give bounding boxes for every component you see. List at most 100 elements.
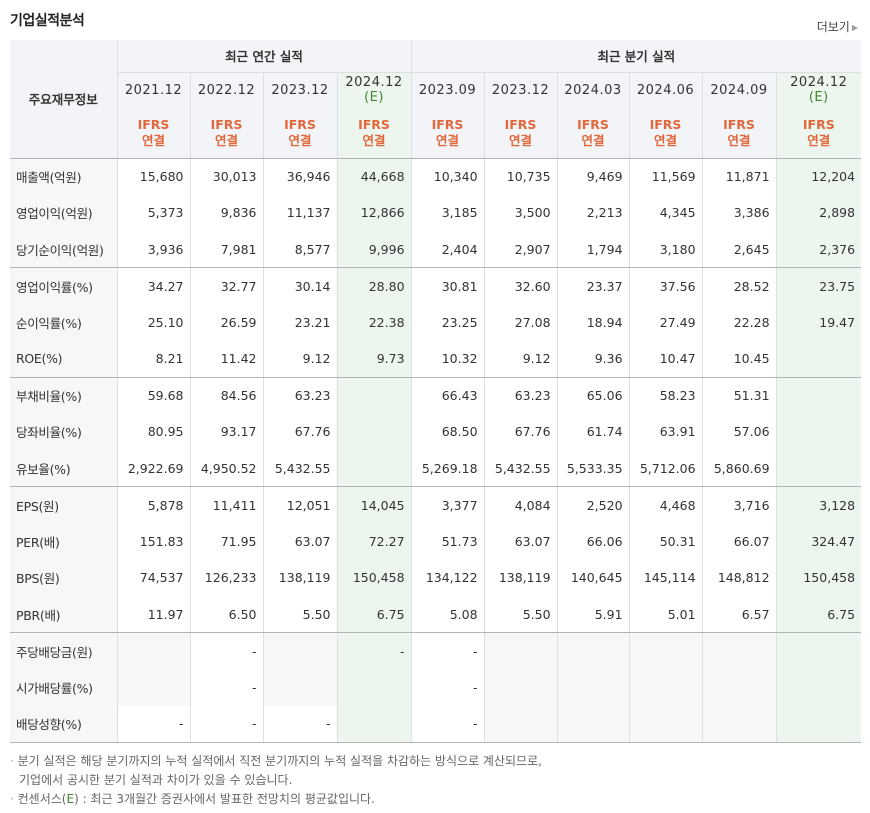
table-cell: 3,180 [628,231,703,268]
ifrs-text: IFRS [649,116,682,132]
table-cell: 61.74 [556,413,630,450]
table-cell [775,632,862,669]
table-cell: 150,458 [775,559,862,596]
table-row: 부채비율(%) 59.68 84.56 63.23 66.43 63.23 65.06 58.… [10,377,862,414]
table-cell: 36,946 [262,158,337,195]
table-row: PER(배) 151.83 71.95 63.07 72.27 51.73 63.07 66.… [10,523,862,560]
table-cell: - [116,705,190,743]
table-cell: 10.45 [701,340,777,378]
period-header: 2023.12 [262,72,337,108]
period-header: 2022.12 [189,72,263,108]
ifrs-label: IFRS 연결 [628,108,703,159]
period-date: 2024.12 [790,75,848,91]
table-header: 주요재무정보 최근 연간 실적 최근 분기 실적 2021.12 2022.12 2… [10,40,862,159]
table-cell: 23.21 [262,304,337,341]
table-cell: 5.50 [483,596,558,633]
table-cell: 11,137 [262,194,337,231]
table-cell: 4,468 [628,486,703,523]
ifrs-text: IFRS [504,116,537,132]
table-cell: 66.06 [556,523,630,560]
table-cell: 150,458 [336,559,412,596]
table-cell: 30.81 [410,267,485,304]
period-date: 2024.09 [710,82,768,98]
consolidated-text: 연결 [362,132,386,148]
consolidated-text: 연결 [581,132,605,148]
table-cell: 67.76 [262,413,337,450]
table-cell: 63.07 [262,523,337,560]
table-cell: 18.94 [556,304,630,341]
period-date: 2023.12 [491,82,550,98]
table-cell [701,669,777,706]
row-label: 배당성향(%) [10,705,117,743]
ifrs-text: IFRS [358,116,390,132]
table-cell: 5.50 [262,596,337,633]
table-row: 시가배당률(%) - - [10,669,862,706]
table-cell [628,705,703,743]
table-cell: 5,432.55 [483,450,558,487]
table-cell: 50.31 [628,523,703,560]
table-cell: 68.50 [410,413,485,450]
row-label: 부채비율(%) [10,377,117,414]
table-cell: - [189,705,263,743]
table-cell: 32.77 [189,267,263,304]
ifrs-text: IFRS [137,116,170,132]
table-cell [775,705,862,743]
period-header: 2024.12 (E) [775,72,862,108]
table-cell: 23.37 [556,267,630,304]
table-cell: 66.43 [410,377,485,414]
section-title: 기업실적분석 [10,13,85,29]
table-cell: 5.01 [628,596,703,633]
table-cell [775,340,862,378]
table-cell: - [410,669,485,706]
table-cell: 6.75 [336,596,412,633]
table-cell: 9,996 [336,231,412,268]
consolidated-text: 연결 [509,132,533,148]
consolidated-text: 연결 [807,132,831,148]
table-cell: 151.83 [116,523,190,560]
ifrs-label: IFRS 연결 [336,108,412,159]
table-cell [628,669,703,706]
table-cell: 72.27 [336,523,412,560]
table-cell: 324.47 [775,523,862,560]
table-cell [262,632,337,669]
table-row: 당기순이익(억원) 3,936 7,981 8,577 9,996 2,404 2,907 1… [10,231,862,268]
table-cell [483,705,558,743]
table-cell: 19.47 [775,304,862,341]
footnote-2: · 컨센서스(E) : 최근 3개월간 증권사에서 발표한 전망치의 평균값입니… [10,790,542,809]
more-link[interactable]: 더보기 ▶ [817,18,858,35]
table-cell: 148,812 [701,559,777,596]
table-cell: 5.08 [410,596,485,633]
table-cell [336,450,412,487]
table-cell: 34.27 [116,267,190,304]
table-cell: 65.06 [556,377,630,414]
table-cell: 9,469 [556,158,630,195]
table-cell: 57.06 [701,413,777,450]
table-cell: 3,500 [483,194,558,231]
bullet-icon: · [10,754,18,768]
row-header-title: 주요재무정보 [10,40,117,159]
table-cell: 71.95 [189,523,263,560]
row-label: PER(배) [10,523,117,560]
chevron-right-icon: ▶ [851,23,858,32]
table-cell: 51.31 [701,377,777,414]
period-header: 2024.12 (E) [336,72,412,108]
table-cell: 28.52 [701,267,777,304]
footnotes: · 분기 실적은 해당 분기까지의 누적 실적에서 직전 분기까지의 누적 실적… [10,752,542,809]
table-cell: 5,878 [116,486,190,523]
table-cell: 9.36 [556,340,630,378]
table-row: 유보율(%) 2,922.69 4,950.52 5,432.55 5,269.18 5,… [10,450,862,487]
table-cell: 84.56 [189,377,263,414]
table-cell: 10,340 [410,158,485,195]
period-header: 2023.12 [483,72,558,108]
ifrs-label: IFRS 연결 [189,108,263,159]
table-cell: 9.12 [483,340,558,378]
ifrs-label: IFRS 연결 [116,108,190,159]
table-cell [336,413,412,450]
ifrs-text: IFRS [431,116,464,132]
consolidated-text: 연결 [436,132,460,148]
table-cell: 44,668 [336,158,412,195]
table-cell: 10,735 [483,158,558,195]
footnote-1-cont: 기업에서 공시한 분기 실적과 차이가 있을 수 있습니다. [19,773,293,787]
table-cell: 66.07 [701,523,777,560]
table-cell [556,632,630,669]
